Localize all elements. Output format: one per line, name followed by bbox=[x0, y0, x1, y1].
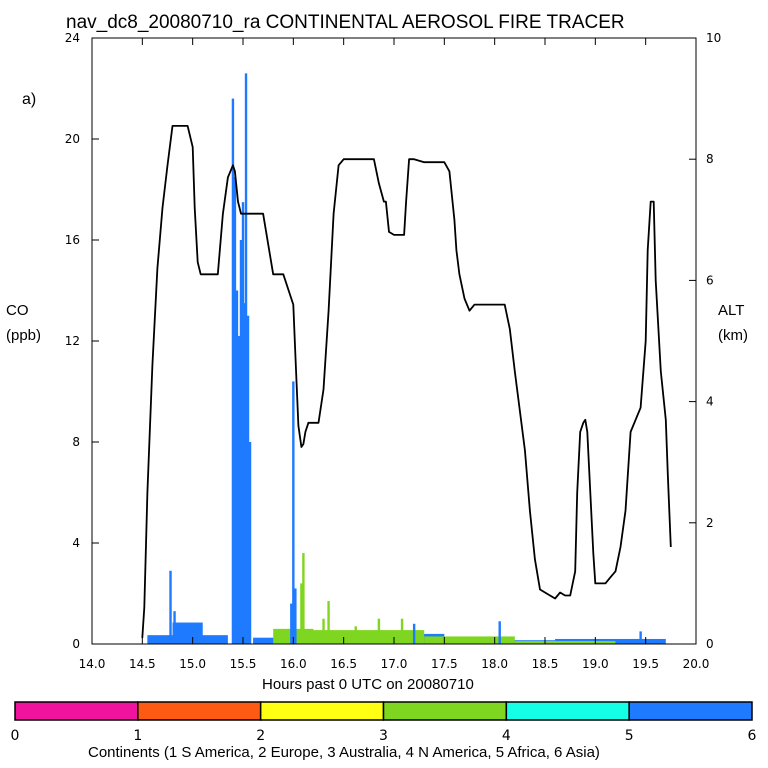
co-spike-16 bbox=[300, 583, 303, 644]
y-axis-label-right-unit: (km) bbox=[718, 327, 748, 344]
altitude-series bbox=[141, 125, 672, 638]
x-tick-label-11: 19.5 bbox=[632, 657, 659, 671]
co-spike-4 bbox=[235, 290, 239, 644]
co-spike-2 bbox=[231, 98, 235, 645]
panel-label: a) bbox=[22, 91, 37, 108]
y-left-tick-label-3: 12 bbox=[65, 334, 80, 348]
co-spike-0 bbox=[169, 570, 172, 644]
y-axis-label-left-unit: (ppb) bbox=[6, 327, 42, 344]
x-tick-label-3: 15.5 bbox=[230, 657, 257, 671]
y-left-tick-label-5: 20 bbox=[65, 132, 80, 146]
colorbar-tick-label-6: 6 bbox=[748, 728, 757, 744]
y-axis-label-right-name: ALT bbox=[718, 302, 745, 319]
co-spike-12 bbox=[290, 603, 293, 644]
x-tick-label-6: 17.0 bbox=[381, 657, 408, 671]
co-background-blue-1 bbox=[172, 622, 203, 644]
y-right-tick-label-0: 0 bbox=[706, 637, 714, 651]
y-right-tick-label-5: 10 bbox=[706, 31, 721, 45]
x-tick-label-8: 18.0 bbox=[481, 657, 508, 671]
co-spike-24 bbox=[639, 631, 642, 644]
x-tick-label-0: 14.0 bbox=[79, 657, 106, 671]
co-spike-17 bbox=[327, 601, 330, 644]
x-tick-label-12: 20.0 bbox=[683, 657, 710, 671]
colorbar-swatch-2 bbox=[259, 701, 385, 721]
co-spike-21 bbox=[400, 618, 404, 644]
altitude-line bbox=[141, 125, 672, 638]
y-left-tick-label-4: 16 bbox=[65, 233, 80, 247]
y-right-tick-label-4: 8 bbox=[706, 152, 714, 166]
colorbar-swatch-4 bbox=[505, 701, 630, 721]
co-background-green-2 bbox=[424, 636, 515, 644]
y-right-tick-label-3: 6 bbox=[706, 273, 714, 287]
y-left-tick-label-2: 8 bbox=[72, 435, 80, 449]
co-spike-7 bbox=[241, 202, 245, 644]
colorbar: 0 1 2 3 4 5 6 bbox=[11, 701, 757, 744]
y-left-tick-label-0: 0 bbox=[72, 637, 80, 651]
plot-frame bbox=[91, 37, 697, 645]
co-spike-19 bbox=[354, 626, 357, 644]
x-tick-label-9: 18.5 bbox=[532, 657, 559, 671]
y-axis-label-left-name: CO bbox=[6, 302, 29, 319]
colorbar-swatch-5 bbox=[628, 701, 753, 721]
colorbar-label: Continents (1 S America, 2 Europe, 3 Aus… bbox=[88, 744, 600, 761]
x-tick-label-2: 15.0 bbox=[179, 657, 206, 671]
co-spike-23 bbox=[498, 621, 501, 644]
colorbar-tick-label-4: 4 bbox=[502, 728, 511, 744]
y-right-tick-label-1: 2 bbox=[706, 516, 714, 530]
co-spike-15 bbox=[302, 553, 305, 644]
co-spike-1 bbox=[173, 611, 176, 644]
x-tick-label-10: 19.0 bbox=[582, 657, 609, 671]
x-tick-label-1: 14.5 bbox=[129, 657, 156, 671]
co-spike-18 bbox=[322, 618, 325, 644]
co-spike-13 bbox=[292, 381, 295, 644]
y-right-tick-label-2: 4 bbox=[706, 395, 714, 409]
x-axis-label: Hours past 0 UTC on 20080710 bbox=[262, 676, 474, 693]
co-spike-14 bbox=[294, 588, 297, 644]
axis-ticks: 14.0 14.5 15.0 15.5 16.0 16.5 17.0 17.5 18.0 18.5… bbox=[65, 31, 722, 671]
colorbar-swatch-0 bbox=[14, 701, 139, 721]
co-spike-22 bbox=[412, 623, 416, 644]
x-tick-label-7: 17.5 bbox=[431, 657, 458, 671]
x-tick-label-5: 16.5 bbox=[330, 657, 357, 671]
co-bars bbox=[147, 73, 666, 645]
chart-title: nav_dc8_20080710_ra CONTINENTAL AEROSOL … bbox=[66, 12, 625, 33]
x-tick-label-4: 16.0 bbox=[280, 657, 307, 671]
colorbar-tick-label-2: 2 bbox=[256, 728, 265, 744]
co-background-green-3 bbox=[514, 640, 616, 644]
co-spike-6 bbox=[239, 240, 243, 644]
colorbar-swatch-3 bbox=[382, 701, 508, 721]
y-left-tick-label-1: 4 bbox=[72, 536, 80, 550]
co-spike-3 bbox=[233, 176, 237, 644]
y-left-tick-label-6: 24 bbox=[65, 31, 80, 45]
colorbar-tick-label-3: 3 bbox=[379, 728, 388, 744]
colorbar-tick-label-0: 0 bbox=[11, 728, 20, 744]
co-spike-20 bbox=[377, 618, 381, 644]
colorbar-tick-label-1: 1 bbox=[133, 728, 142, 744]
co-spike-5 bbox=[237, 335, 241, 644]
co-spike-10 bbox=[246, 315, 250, 644]
co-background-green-1 bbox=[313, 630, 425, 644]
colorbar-swatch-1 bbox=[137, 701, 262, 721]
co-spike-11 bbox=[248, 442, 252, 644]
co-spike-9 bbox=[244, 73, 248, 645]
colorbar-tick-label-5: 5 bbox=[625, 728, 634, 744]
